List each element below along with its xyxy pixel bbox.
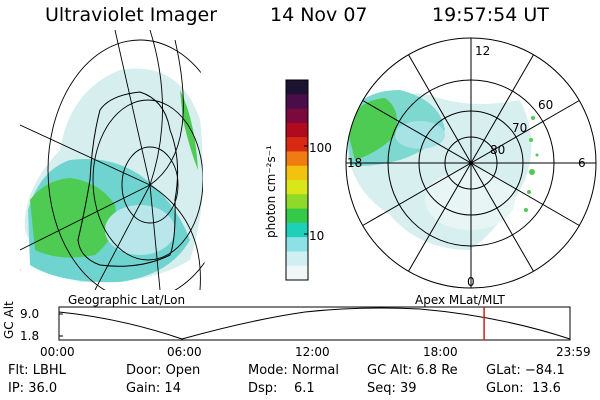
info-glon: GLon: 13.6 xyxy=(486,381,561,396)
timeline-xtick-end: 23:59 xyxy=(556,345,591,359)
mlt-label-6: 6 xyxy=(578,156,586,170)
info-dsp: Dsp: 6.1 xyxy=(248,381,315,396)
colorbar-segment xyxy=(286,180,308,195)
lat-label-80: 80 xyxy=(490,143,506,157)
info-ip: IP: 36.0 xyxy=(8,381,58,396)
colorbar-tick-100: 100 xyxy=(309,141,332,155)
colorbar-segment xyxy=(286,251,308,267)
info-seq: Seq: 39 xyxy=(367,381,417,396)
timeline-frame xyxy=(58,306,571,341)
colorbar-segment xyxy=(286,108,308,124)
colorbar-segment xyxy=(286,122,308,138)
lat-label-60: 60 xyxy=(538,98,554,112)
altitude-curve xyxy=(58,307,571,340)
timeline-xtick-12: 12:00 xyxy=(295,345,330,359)
info-glat: GLat: −84.1 xyxy=(486,363,565,378)
colorbar-segment xyxy=(286,151,308,167)
colorbar-segment xyxy=(286,222,308,238)
info-door: Door: Open xyxy=(126,363,201,378)
colorbar xyxy=(285,79,309,281)
colorbar-tick-10: 10 xyxy=(309,229,325,243)
info-gc-alt: GC Alt: 6.8 Re xyxy=(367,363,458,378)
timeline-xtick-06: 06:00 xyxy=(167,345,202,359)
lat-label-70: 70 xyxy=(512,121,528,135)
timeline-ticks xyxy=(59,313,63,337)
mlt-label-12: 12 xyxy=(475,44,491,58)
info-filter: Flt: LBHL xyxy=(8,363,66,378)
timeline-ytick-9: 9.0 xyxy=(20,307,40,321)
colorbar-segment xyxy=(286,194,308,210)
time-label: 19:57:54 UT xyxy=(432,4,549,26)
info-mode: Mode: Normal xyxy=(248,363,339,378)
mlt-label-0: 0 xyxy=(467,275,475,289)
date-label: 14 Nov 07 xyxy=(270,4,368,26)
mlt-label-18: 18 xyxy=(347,156,363,170)
colorbar-segment xyxy=(286,80,308,95)
info-gain: Gain: 14 xyxy=(126,381,181,396)
timeline-xtick-00: 00:00 xyxy=(40,345,75,359)
colorbar-segment xyxy=(286,137,308,152)
timeline-ylabel: GC Alt xyxy=(2,301,16,339)
geographic-panel-label: Geographic Lat/Lon xyxy=(68,293,186,307)
colorbar-segment xyxy=(286,265,308,281)
colorbar-frame xyxy=(285,79,309,281)
timeline-ytick-1-8: 1.8 xyxy=(20,329,40,343)
geo-aurora-arc xyxy=(180,90,198,170)
polar-panel-label: Apex MLat/MLT xyxy=(415,293,505,307)
instrument-title: Ultraviolet Imager xyxy=(45,4,218,26)
polar-green-dots xyxy=(524,116,539,212)
polar-mlt-lines xyxy=(346,38,596,288)
colorbar-segment xyxy=(286,94,308,110)
colorbar-segment xyxy=(286,165,308,181)
timeline-xtick-18: 18:00 xyxy=(423,345,458,359)
colorbar-segment xyxy=(286,208,308,224)
geo-meridians xyxy=(20,30,201,290)
colorbar-segment xyxy=(286,237,308,252)
